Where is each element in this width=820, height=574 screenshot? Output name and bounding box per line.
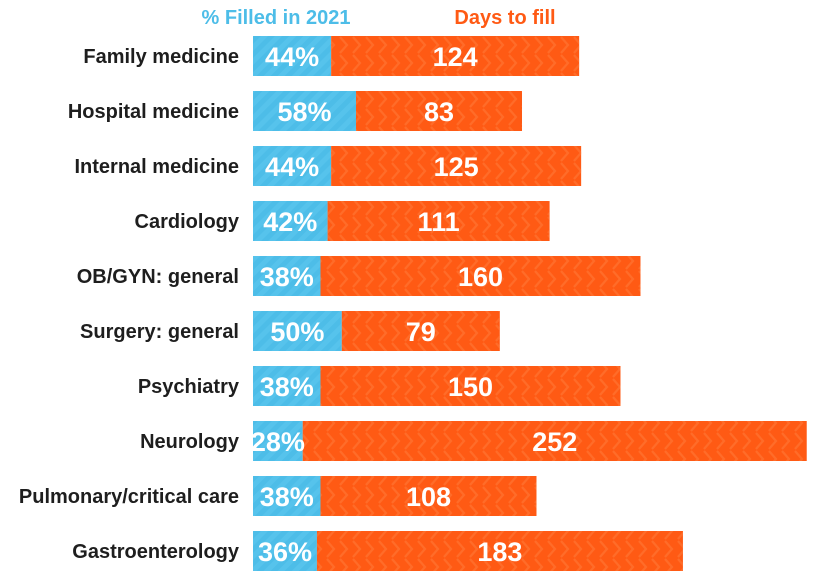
bar-row: OB/GYN: general 38% 160 [77,256,641,296]
bar-filled-texture [253,146,332,186]
bar-row: Cardiology 42% 111 [135,201,550,241]
category-label: Pulmonary/critical care [19,486,239,508]
category-label: Neurology [140,431,240,453]
chart-rows: Family medicine 44% 124 Hospital medicine 58… [19,36,807,571]
category-label: Psychiatry [138,376,240,398]
data-label-filled-percent: 38% [260,372,314,402]
bar-filled-texture [253,256,321,296]
bar-row: Family medicine 44% 124 [83,36,580,76]
data-label-days-to-fill: 83 [424,97,454,127]
data-label-days-to-fill: 252 [532,427,577,457]
bar-days-texture [302,421,807,461]
data-label-days-to-fill: 124 [433,42,478,72]
category-label: Family medicine [83,46,239,68]
bar-days-texture [331,146,582,186]
data-label-filled-percent: 58% [277,97,331,127]
data-label-days-to-fill: 160 [458,262,503,292]
bar-row: Pulmonary/critical care 38% 108 [19,476,537,516]
data-label-filled-percent: 36% [258,537,312,567]
bar-days-texture [316,531,683,571]
category-label: Gastroenterology [72,541,240,563]
bar-days-texture [327,201,550,241]
bar-filled-texture [253,476,321,516]
bar-filled-texture [253,531,317,571]
bar-filled-texture [253,201,328,241]
category-label: OB/GYN: general [77,266,239,288]
bar-row: Neurology 28% 252 [140,421,807,461]
bar-days-texture [320,256,641,296]
data-label-days-to-fill: 108 [406,482,451,512]
data-label-days-to-fill: 79 [406,317,436,347]
bar-days-texture [320,366,621,406]
data-label-filled-percent: 42% [263,207,317,237]
data-label-filled-percent: 44% [265,42,319,72]
legend-label-days: Days to fill [454,7,555,29]
bar-row: Psychiatry 38% 150 [138,366,621,406]
category-label: Internal medicine [75,156,240,178]
bar-filled-texture [253,91,357,131]
bar-row: Internal medicine 44% 125 [75,146,582,186]
data-label-days-to-fill: 125 [434,152,479,182]
data-label-filled-percent: 44% [265,152,319,182]
data-label-filled-percent: 28% [251,427,305,457]
bar-row: Gastroenterology 36% 183 [72,531,683,571]
bar-days-texture [320,476,537,516]
bar-filled-texture [253,311,342,351]
data-label-days-to-fill: 111 [418,207,460,237]
bar-days-texture [331,36,580,76]
category-label: Cardiology [135,211,240,233]
bar-row: Hospital medicine 58% 83 [68,91,523,131]
bar-filled-texture [253,421,303,461]
data-label-filled-percent: 38% [260,482,314,512]
bar-days-texture [341,311,500,351]
bar-row: Surgery: general 50% 79 [80,311,500,351]
bar-filled-texture [253,366,321,406]
bar-filled-texture [253,36,332,76]
legend-label-filled: % Filled in 2021 [202,7,351,29]
category-label: Hospital medicine [68,101,239,123]
category-label: Surgery: general [80,321,239,343]
data-label-days-to-fill: 150 [448,372,493,402]
data-label-filled-percent: 38% [260,262,314,292]
legend: % Filled in 2021 Days to fill [202,7,556,29]
bar-days-texture [356,91,523,131]
data-label-filled-percent: 50% [270,317,324,347]
data-label-days-to-fill: 183 [477,537,522,567]
